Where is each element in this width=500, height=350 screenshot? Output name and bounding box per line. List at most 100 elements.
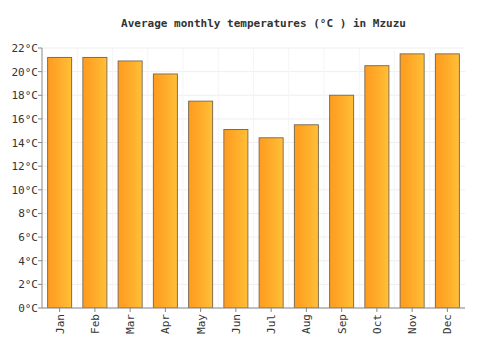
bar-group xyxy=(153,74,177,308)
x-tick-label: Sep xyxy=(336,314,349,334)
x-tick-label: Mar xyxy=(124,314,137,334)
x-tick xyxy=(271,308,272,312)
bar xyxy=(48,57,72,308)
x-tick xyxy=(165,308,166,312)
x-tick-label: Feb xyxy=(89,314,102,334)
bar xyxy=(83,57,107,308)
x-tick xyxy=(130,308,131,312)
bar xyxy=(365,66,389,308)
grid-line-v xyxy=(429,48,430,308)
grid-line-v xyxy=(324,48,325,308)
bar-shade xyxy=(48,58,71,308)
grid-line-v xyxy=(394,48,395,308)
bar-shade xyxy=(83,58,106,308)
bar xyxy=(435,54,459,308)
x-tick-label: Nov xyxy=(406,314,419,334)
x-tick xyxy=(341,308,342,312)
y-tick-label: 12°C xyxy=(12,160,39,173)
y-tick-label: 14°C xyxy=(12,137,39,150)
x-tick-label: Oct xyxy=(371,314,384,334)
bar xyxy=(153,74,177,308)
bar-group xyxy=(330,95,354,308)
y-tick-label: 0°C xyxy=(18,302,38,315)
bar xyxy=(330,95,354,308)
bar-group xyxy=(259,138,283,308)
grid-line-v xyxy=(253,48,254,308)
y-tick-label: 16°C xyxy=(12,113,39,126)
bar-shade xyxy=(224,130,247,307)
bar-shade xyxy=(189,102,212,308)
x-tick xyxy=(59,308,60,312)
bar xyxy=(189,101,213,308)
x-tick xyxy=(306,308,307,312)
y-tick-label: 6°C xyxy=(18,231,38,244)
y-tick xyxy=(38,142,42,143)
bar-group xyxy=(224,130,248,308)
x-tick-label: Aug xyxy=(300,314,313,334)
y-tick xyxy=(38,284,42,285)
chart: Average monthly temperatures (°C ) in Mz… xyxy=(0,0,500,350)
bar xyxy=(259,138,283,308)
y-tick xyxy=(38,308,42,309)
x-axis xyxy=(42,308,465,309)
bar-group xyxy=(83,57,107,308)
x-tick xyxy=(200,308,201,312)
title: Average monthly temperatures (°C ) in Mz… xyxy=(121,17,406,30)
y-tick xyxy=(38,260,42,261)
x-tick-label: Jul xyxy=(265,314,278,334)
bar-shade xyxy=(436,54,459,307)
y-tick xyxy=(38,237,42,238)
bar-shade xyxy=(365,66,388,307)
bar-shade xyxy=(154,75,177,308)
grid-line-v xyxy=(359,48,360,308)
bar-group xyxy=(400,54,424,308)
x-tick xyxy=(412,308,413,312)
y-tick-label: 4°C xyxy=(18,255,38,268)
x-tick xyxy=(447,308,448,312)
bar-shade xyxy=(401,54,424,307)
x-tick xyxy=(235,308,236,312)
grid-line-v xyxy=(112,48,113,308)
grid-line-v xyxy=(77,48,78,308)
bar-shade xyxy=(260,138,283,307)
bar xyxy=(118,61,142,308)
bar xyxy=(294,125,318,308)
y-tick-label: 10°C xyxy=(12,184,39,197)
grid-line-v xyxy=(147,48,148,308)
x-tick-label: Jun xyxy=(230,314,243,334)
y-axis xyxy=(42,48,43,308)
y-tick xyxy=(38,48,42,49)
bar-group xyxy=(118,61,142,308)
y-tick-label: 2°C xyxy=(18,278,38,291)
x-tick xyxy=(94,308,95,312)
grid-line-v xyxy=(183,48,184,308)
x-tick-label: Apr xyxy=(159,314,172,334)
bars xyxy=(48,54,460,308)
grid-line-v xyxy=(218,48,219,308)
bar-group xyxy=(435,54,459,308)
y-tick-label: 22°C xyxy=(12,42,39,55)
y-tick-label: 8°C xyxy=(18,207,38,220)
bar xyxy=(224,130,248,308)
bar xyxy=(400,54,424,308)
bar-group xyxy=(294,125,318,308)
y-tick xyxy=(38,213,42,214)
bar-shade xyxy=(119,62,142,308)
x-tick-label: Jan xyxy=(54,314,67,334)
bar-shade xyxy=(330,96,353,308)
y-tick-label: 20°C xyxy=(12,66,39,79)
x-tick-label: May xyxy=(195,314,208,334)
y-tick xyxy=(38,71,42,72)
grid-line-v xyxy=(288,48,289,308)
y-tick xyxy=(38,95,42,96)
bar-group xyxy=(365,66,389,308)
y-tick xyxy=(38,189,42,190)
y-tick-label: 18°C xyxy=(12,89,39,102)
bar-group xyxy=(189,101,213,308)
bar-shade xyxy=(295,125,318,307)
bar-group xyxy=(48,57,72,308)
x-tick xyxy=(376,308,377,312)
grid-line xyxy=(42,308,465,309)
y-tick xyxy=(38,166,42,167)
x-tick-label: Dec xyxy=(441,314,454,334)
